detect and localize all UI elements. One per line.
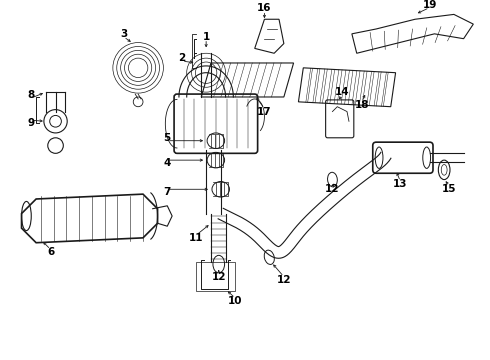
Text: 6: 6 (47, 247, 54, 257)
Text: 7: 7 (164, 187, 171, 197)
Text: 8: 8 (27, 90, 35, 100)
Text: 2: 2 (178, 53, 186, 63)
Text: 4: 4 (164, 158, 171, 168)
Text: 12: 12 (212, 272, 226, 282)
Text: 13: 13 (393, 179, 408, 189)
Text: 11: 11 (189, 233, 204, 243)
Text: 14: 14 (335, 87, 349, 97)
Text: 15: 15 (442, 184, 456, 194)
Text: 19: 19 (422, 0, 437, 10)
Text: 5: 5 (164, 133, 171, 143)
Text: 18: 18 (354, 100, 369, 110)
Text: 1: 1 (202, 32, 210, 42)
Text: 9: 9 (28, 118, 35, 128)
Text: 17: 17 (257, 107, 272, 117)
Text: 10: 10 (228, 296, 243, 306)
Text: 12: 12 (325, 184, 340, 194)
Text: 16: 16 (257, 3, 271, 13)
Text: 12: 12 (277, 275, 291, 285)
Text: 3: 3 (120, 29, 127, 39)
